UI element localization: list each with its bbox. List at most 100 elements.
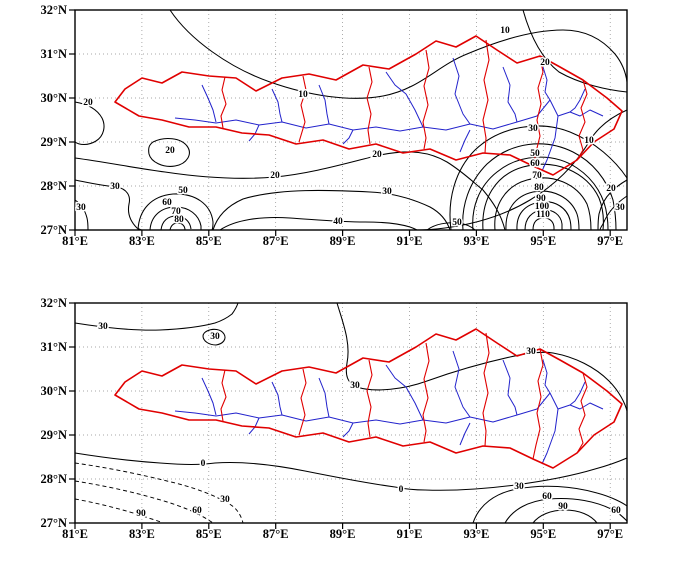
- lat-tick-label: 31°N: [40, 47, 67, 61]
- contour-label: 10: [500, 26, 510, 36]
- lon-tick-label: 93°E: [463, 234, 490, 248]
- contour-line: [202, 328, 226, 346]
- map-panel-top: 32°N 31°N 30°N 29°N 28°N 27°N: [0, 3, 680, 260]
- lat-tick-label: 30°N: [40, 91, 67, 105]
- contour-line: [516, 201, 572, 231]
- contour-line: [74, 302, 239, 331]
- contour-line: [336, 302, 628, 412]
- contour-line: [532, 509, 598, 524]
- lon-axis-top: 81°E 83°E 85°E 87°E 89°E 91°E 93°E 95°E 97°E: [62, 234, 627, 252]
- contour-label: 30: [615, 203, 625, 213]
- grid-layer: [75, 303, 627, 523]
- contour-label: 20: [83, 98, 93, 108]
- lon-tick-label: 87°E: [262, 527, 289, 541]
- contour-line: [137, 193, 214, 231]
- lon-tick-label: 97°E: [597, 234, 624, 248]
- contour-label: 60: [530, 159, 540, 169]
- contour-line: [414, 109, 628, 231]
- contour-label: 30: [528, 124, 538, 134]
- basin-overlay: [114, 328, 623, 469]
- lat-tick-label: 32°N: [40, 3, 67, 17]
- contour-line: [149, 206, 202, 231]
- contour-label: 10: [584, 136, 594, 146]
- contour-label: 50: [530, 149, 540, 159]
- contour-line: [522, 9, 628, 93]
- lon-tick-label: 89°E: [329, 527, 356, 541]
- contour-line: [212, 189, 451, 231]
- contour-label: 60: [542, 492, 552, 502]
- contour-label: 20: [540, 58, 550, 68]
- contour-label: 60: [192, 506, 202, 516]
- contour-line: [524, 209, 563, 231]
- lon-tick-label: 91°E: [396, 234, 423, 248]
- contour-line-dashed: [74, 462, 244, 524]
- contour-line: [482, 163, 604, 231]
- contour-label: 30: [76, 203, 86, 213]
- map-frame: [74, 9, 628, 231]
- contour-label: 0: [399, 485, 404, 495]
- contour-line: [449, 125, 628, 231]
- contour-map-bottom: 30 30 30 30 0 0 30 60 90 30 60 60 90: [69, 302, 628, 529]
- contour-label: 30: [526, 347, 536, 357]
- lat-axis-bottom: 32°N 31°N 30°N 29°N 28°N 27°N: [0, 295, 70, 535]
- axis-layer: [69, 302, 611, 529]
- lat-axis-top: 32°N 31°N 30°N 29°N 28°N 27°N: [0, 2, 70, 242]
- lat-tick-label: 28°N: [40, 472, 67, 486]
- contour-label: 20: [606, 184, 616, 194]
- contour-label: 0: [201, 459, 206, 469]
- contour-line: [74, 151, 506, 231]
- contour-line: [494, 177, 592, 231]
- contour-label: 20: [270, 171, 280, 181]
- lon-tick-label: 93°E: [463, 527, 490, 541]
- contour-label: 30: [110, 182, 120, 192]
- contour-label: 20: [165, 146, 175, 156]
- contour-label: 60: [611, 506, 621, 516]
- contour-label: 80: [174, 215, 184, 225]
- lat-tick-label: 32°N: [40, 296, 67, 310]
- map-frame: [74, 302, 628, 524]
- contour-label: 80: [534, 183, 544, 193]
- contour-label: 50: [178, 186, 188, 196]
- lon-tick-label: 85°E: [195, 527, 222, 541]
- contour-label: 20: [372, 150, 382, 160]
- contour-label: 90: [136, 509, 146, 519]
- contour-line: [169, 9, 628, 99]
- contour-line: [169, 222, 186, 231]
- contour-line: [74, 179, 143, 231]
- contour-line: [426, 222, 476, 231]
- contour-label: 90: [558, 502, 568, 512]
- contour-label: 70: [532, 171, 542, 181]
- contour-label-layer: 30 30 30 30 0 0 30 60 90 30 60 60 90: [97, 321, 623, 521]
- contour-line: [219, 217, 418, 231]
- contour-label: 10: [298, 90, 308, 100]
- contour-line: [74, 199, 89, 231]
- lat-tick-label: 29°N: [40, 135, 67, 149]
- lon-tick-label: 85°E: [195, 234, 222, 248]
- map-panel-bottom: 32°N 31°N 30°N 29°N 28°N 27°N 30 30 30 30 0 0 30 60 9…: [0, 296, 680, 553]
- contour-label: 90: [536, 194, 546, 204]
- contour-line: [472, 156, 609, 231]
- contour-line: [462, 143, 617, 231]
- lat-tick-label: 27°N: [40, 223, 67, 237]
- contour-label: 30: [382, 187, 392, 197]
- contour-label: 30: [210, 332, 220, 342]
- contour-label: 40: [333, 217, 343, 227]
- axis-layer: [69, 9, 611, 236]
- contour-label: 60: [162, 198, 172, 208]
- contour-layer: [74, 302, 628, 524]
- contour-label: 70: [171, 207, 181, 217]
- lon-tick-label: 87°E: [262, 234, 289, 248]
- lon-tick-label: 95°E: [530, 527, 557, 541]
- contour-label: 100: [535, 202, 550, 212]
- lon-tick-label: 91°E: [396, 527, 423, 541]
- lat-tick-label: 28°N: [40, 179, 67, 193]
- contour-line: [74, 101, 105, 146]
- contour-label: 110: [536, 210, 550, 220]
- lon-tick-label: 81°E: [62, 527, 88, 541]
- lon-tick-label: 97°E: [597, 527, 624, 541]
- contour-line: [160, 215, 192, 231]
- lon-tick-label: 83°E: [128, 234, 155, 248]
- contour-line: [74, 452, 628, 491]
- basin-overlay: [114, 35, 623, 176]
